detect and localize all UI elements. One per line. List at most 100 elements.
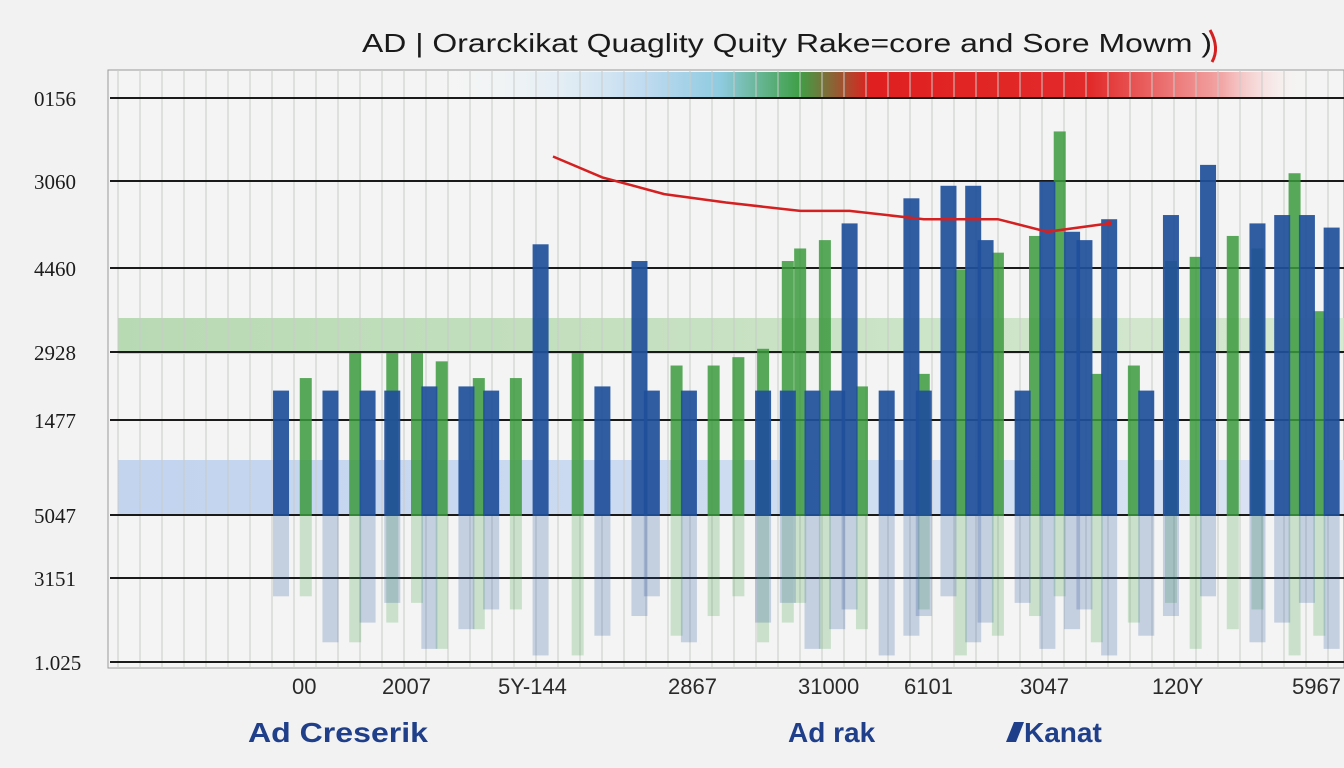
bar <box>670 365 683 516</box>
bar <box>1138 390 1155 516</box>
bar-reflection <box>940 516 957 597</box>
bar <box>1162 215 1179 517</box>
bar <box>940 185 957 516</box>
bar-reflection <box>1323 516 1340 649</box>
bar-reflection <box>273 516 290 597</box>
chart-title: AD | Orarckikat Quaglity Quity Rake=core… <box>362 28 1212 58</box>
bar <box>299 378 312 516</box>
title-red-mark <box>1208 29 1217 63</box>
y-tick-label: 3060 <box>34 170 76 194</box>
bar-reflection <box>1029 516 1041 617</box>
bar-reflection <box>670 516 683 636</box>
bar <box>532 244 549 517</box>
bar <box>915 390 932 516</box>
bar-reflection <box>755 516 772 623</box>
bar-reflection <box>829 516 846 630</box>
bar-reflection <box>804 516 821 649</box>
bar-reflection <box>472 516 485 630</box>
bar-reflection <box>299 516 312 597</box>
x-tick-label: 00 <box>292 674 316 699</box>
legend-label: Ad rak <box>788 717 876 748</box>
y-tick-label: 5047 <box>34 504 76 528</box>
bar <box>1274 215 1291 517</box>
bar-reflection <box>1226 516 1239 630</box>
green-highlight-band <box>118 318 1344 354</box>
bar-reflection <box>1101 516 1118 656</box>
bar-reflection <box>1251 516 1264 610</box>
bar <box>1323 227 1340 516</box>
bar <box>991 252 1004 516</box>
bar <box>965 185 982 516</box>
x-tick-label: 31000 <box>798 674 859 699</box>
trend-line-end <box>1106 220 1113 227</box>
bar-reflection <box>991 516 1004 636</box>
bar <box>1249 223 1266 516</box>
bar-reflection <box>1313 516 1326 636</box>
bar <box>1298 215 1315 517</box>
y-tick-label: 1477 <box>34 409 76 433</box>
bar-reflection <box>1189 516 1202 649</box>
x-tick-label: 5Y-144 <box>498 674 567 699</box>
bar-reflection <box>1249 516 1266 643</box>
y-tick-label: 4460 <box>34 257 76 281</box>
bar-reflection <box>594 516 611 636</box>
bar-reflection <box>509 516 522 610</box>
bar <box>1076 240 1093 516</box>
bar-reflection <box>571 516 584 656</box>
bar <box>804 390 821 516</box>
bar <box>435 361 448 516</box>
bar-reflection <box>322 516 339 643</box>
bar <box>1029 235 1041 516</box>
bar <box>779 390 796 516</box>
legend-label: Ad Creserik <box>248 717 428 748</box>
bar <box>359 390 376 516</box>
bar <box>322 390 339 516</box>
bar-reflection <box>779 516 796 603</box>
bar-reflection <box>1090 516 1103 643</box>
bar <box>349 352 362 516</box>
y-tick-label: 2928 <box>34 341 76 365</box>
x-tick-label: 3047 <box>1020 674 1069 699</box>
bar <box>1127 365 1140 516</box>
bar <box>977 240 994 516</box>
bar <box>1200 164 1217 516</box>
bar <box>755 390 772 516</box>
bar <box>483 390 500 516</box>
bar <box>1101 219 1118 516</box>
bar <box>1189 256 1202 516</box>
x-tick-label: 6101 <box>904 674 953 699</box>
bar-reflection <box>757 516 770 643</box>
bar-reflection <box>1014 516 1031 603</box>
bar <box>841 223 858 516</box>
bar <box>1313 311 1326 516</box>
bar <box>1288 173 1301 517</box>
trend-lines <box>552 155 1113 234</box>
bar-reflection <box>915 516 932 617</box>
bar-reflection <box>903 516 920 636</box>
bar <box>818 240 831 516</box>
bar-reflection <box>917 516 930 610</box>
bar-reflection <box>977 516 994 623</box>
bar-reflection <box>841 516 858 610</box>
bar <box>384 390 401 516</box>
bar-reflection <box>1298 516 1315 603</box>
kanat-icon <box>1006 722 1024 742</box>
bar <box>458 386 475 516</box>
y-axis-ticks: 0156 3060 4460 2928 1477 5047 3151 1.025 <box>34 87 81 675</box>
bar-reflection <box>1064 516 1081 630</box>
bar-reflection <box>1138 516 1155 636</box>
x-axis-ticks: 00 2007 5Y-144 2867 31000 6101 3047 120Y 5967 <box>292 674 1341 699</box>
bar-reflection <box>643 516 660 597</box>
bar-reflection <box>384 516 401 603</box>
bar <box>509 378 522 516</box>
bar-reflection <box>1127 516 1140 623</box>
bar <box>273 390 290 516</box>
bar-reflection <box>818 516 831 649</box>
bar <box>903 198 920 516</box>
bar-reflection <box>954 516 967 656</box>
legend: Ad Creserik Ad rak Kanat <box>248 717 1102 748</box>
bar <box>794 248 807 517</box>
y-tick-label: 3151 <box>34 567 76 591</box>
bar <box>571 352 584 516</box>
bar-reflection <box>1162 516 1179 617</box>
